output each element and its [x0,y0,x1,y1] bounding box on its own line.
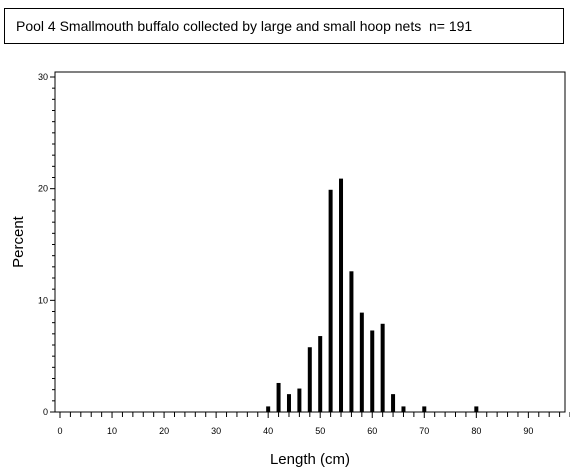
x-tick-label: 0 [57,426,62,436]
x-tick-label: 40 [263,426,273,436]
bar [370,330,375,412]
bar [286,394,291,412]
y-tick-label: 10 [38,295,48,305]
x-tick-label: 90 [523,426,533,436]
bar [297,388,302,412]
x-tick-label: 20 [159,426,169,436]
y-axis: 0 10 20 30 [38,72,55,417]
bar [422,406,427,412]
bar [276,382,281,412]
y-tick-label: 0 [43,407,48,417]
bar [349,271,354,412]
bar [328,189,333,412]
x-tick-label: 30 [211,426,221,436]
bar [307,347,312,412]
bars-group [266,178,479,412]
x-axis-title: Length (cm) [270,451,350,468]
bar [318,336,323,412]
bar [339,178,344,412]
bar [266,406,271,412]
bar [401,406,406,412]
x-tick-label: 70 [419,426,429,436]
bar [380,323,385,412]
bar [391,394,396,412]
x-axis: 0 10 20 30 40 50 60 70 80 90 [57,412,570,436]
y-tick-label: 30 [38,72,48,82]
y-tick-label: 20 [38,184,48,194]
bar [474,406,479,412]
x-tick-label: 80 [471,426,481,436]
bar [359,312,364,412]
y-axis-title: Percent [10,215,27,268]
chart-title: Pool 4 Smallmouth buffalo collected by l… [4,8,564,44]
x-tick-label: 10 [107,426,117,436]
x-tick-label: 50 [315,426,325,436]
x-tick-label: 60 [367,426,377,436]
